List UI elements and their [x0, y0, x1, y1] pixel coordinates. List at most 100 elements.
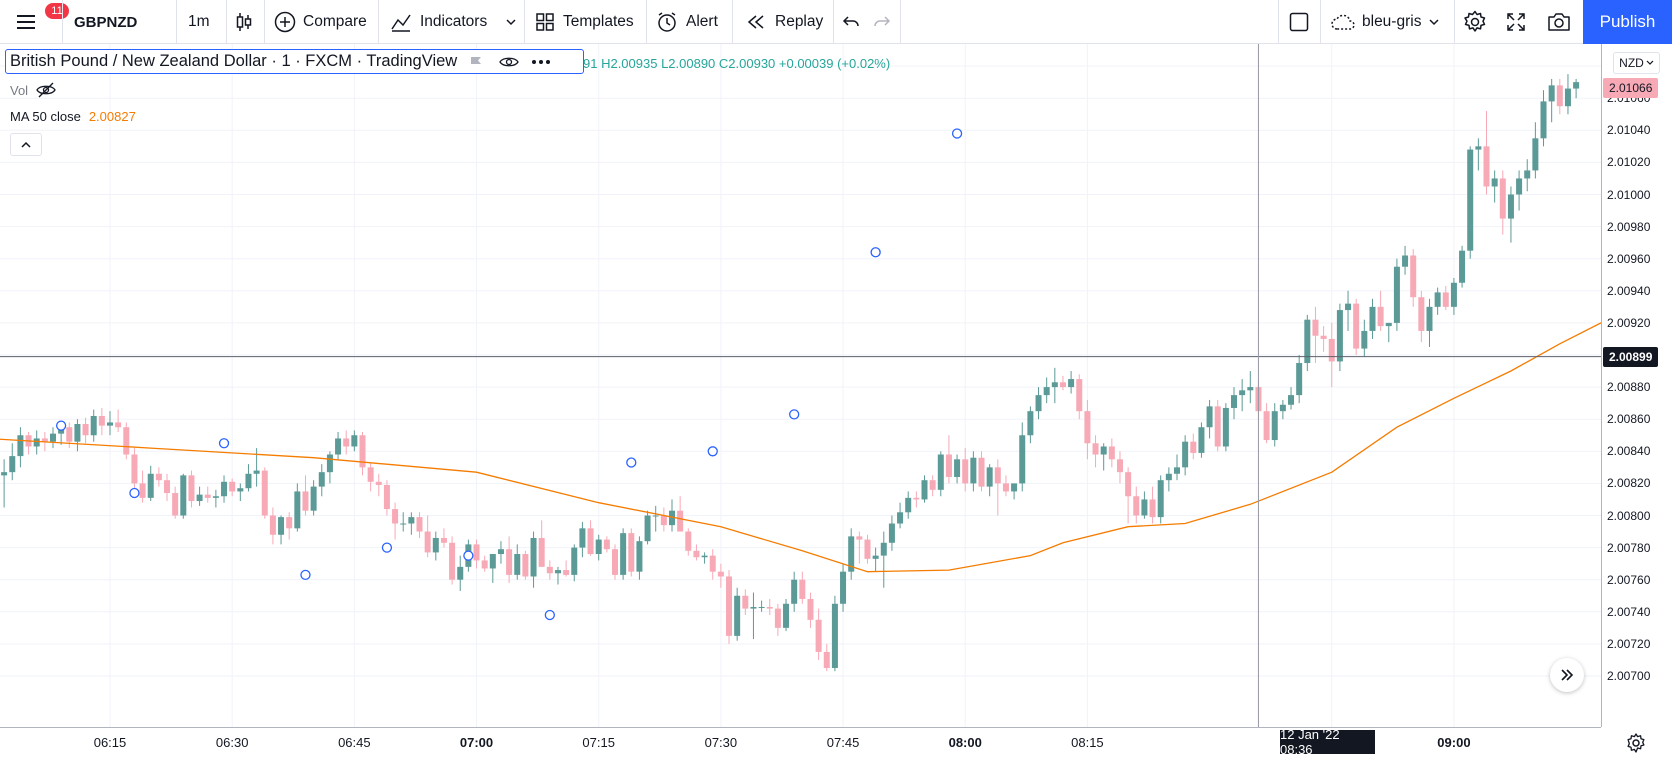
event-markers	[55, 128, 963, 621]
candle-down	[856, 536, 863, 540]
ma-legend[interactable]: MA 50 close 2.00827	[10, 109, 136, 124]
eye-hidden-icon[interactable]	[36, 82, 56, 98]
fullscreen-button[interactable]	[1505, 0, 1527, 44]
candle-up	[1157, 480, 1164, 518]
volume-legend: Vol	[10, 82, 56, 98]
price-tick-label: 2.00840	[1607, 444, 1651, 459]
alert-button[interactable]: Alert	[656, 0, 718, 44]
chevron-down-icon	[506, 19, 516, 26]
price-tick-label: 2.00760	[1607, 572, 1651, 587]
settings-button[interactable]	[1462, 0, 1488, 44]
cloud-icon	[1331, 14, 1355, 30]
undo-button[interactable]	[840, 0, 862, 44]
chevron-down-icon	[1646, 60, 1654, 65]
price-chart[interactable]	[0, 44, 1601, 727]
candle-up	[1296, 363, 1303, 396]
axis-settings-button[interactable]	[1625, 732, 1647, 759]
symbol-label: GBPNZD	[74, 13, 138, 31]
flag-icon[interactable]	[469, 55, 483, 69]
candle-up	[335, 438, 342, 455]
candle-down	[677, 510, 684, 532]
double-chevron-right-icon	[1561, 669, 1574, 681]
candle-up	[1369, 306, 1376, 331]
time-tick-label: 07:45	[826, 735, 860, 750]
candle-down	[424, 531, 431, 553]
divider	[1454, 0, 1455, 44]
candle-down	[1410, 255, 1417, 298]
candle-up	[1141, 499, 1148, 516]
eye-icon[interactable]	[499, 55, 519, 69]
candle-down	[1556, 85, 1563, 107]
candle-up	[147, 473, 154, 498]
ma50-line	[0, 322, 1601, 573]
indicators-button[interactable]: Indicators	[390, 0, 487, 44]
candle-up	[310, 486, 317, 511]
candle-up	[237, 488, 244, 492]
price-axis[interactable]	[1601, 44, 1672, 727]
candle-down	[473, 544, 480, 561]
candle-down	[945, 454, 952, 477]
candle-down	[82, 424, 89, 436]
candle-up	[888, 523, 895, 543]
candle-up	[1231, 395, 1238, 408]
candlestick-series	[1, 74, 1580, 672]
price-tick-label: 2.00740	[1607, 604, 1651, 619]
layout-menu-button[interactable]: bleu-gris	[1330, 0, 1441, 44]
chart-type-button[interactable]	[233, 0, 255, 44]
divider	[264, 0, 265, 44]
candle-up	[1540, 101, 1547, 139]
event-marker	[789, 409, 800, 420]
snapshot-button[interactable]	[1546, 0, 1572, 44]
candle-up	[1198, 427, 1205, 453]
alarm-clock-icon	[658, 12, 676, 32]
alert-label: Alert	[686, 13, 718, 30]
candle-down	[864, 539, 871, 559]
candle-down	[1442, 292, 1449, 307]
price-tick-label: 2.00800	[1607, 508, 1651, 523]
compare-button[interactable]: Compare	[274, 0, 367, 44]
scroll-to-realtime-button[interactable]	[1550, 658, 1584, 692]
candle-down	[449, 542, 456, 580]
candle-up	[1524, 170, 1531, 179]
select-layout-button[interactable]	[1288, 0, 1310, 44]
candle-up	[905, 497, 912, 513]
candle-down	[1263, 411, 1270, 441]
currency-button[interactable]: NZD	[1613, 52, 1660, 74]
candle-up	[278, 517, 285, 535]
symbol-search-button[interactable]: GBPNZD	[74, 0, 137, 44]
candle-up	[514, 554, 521, 575]
candle-up	[212, 496, 219, 498]
candle-up	[530, 537, 537, 577]
time-tick-label: 06:45	[338, 735, 371, 750]
candle-down	[1076, 379, 1083, 412]
candle-down	[481, 560, 488, 569]
divider	[1278, 0, 1279, 44]
indicators-dropdown[interactable]	[504, 0, 518, 44]
redo-button[interactable]	[871, 0, 893, 44]
candle-down	[726, 576, 733, 636]
candle-up	[848, 536, 855, 572]
replay-button[interactable]: Replay	[745, 0, 823, 44]
volume-label: Vol	[10, 82, 29, 98]
candle-up	[783, 603, 790, 628]
price-tick-label: 2.00820	[1607, 476, 1651, 491]
event-marker	[300, 569, 311, 581]
templates-button[interactable]: Templates	[535, 0, 634, 44]
time-tick-label: 07:15	[582, 735, 615, 750]
candle-up	[1288, 395, 1295, 405]
publish-button[interactable]: Publish	[1583, 0, 1672, 44]
collapse-legend-button[interactable]	[10, 133, 42, 156]
candle-down	[1312, 319, 1319, 336]
candle-up	[1467, 149, 1474, 251]
symbol-legend[interactable]: British Pound / New Zealand Dollar · 1 ·…	[5, 49, 584, 74]
interval-button[interactable]: 1m	[188, 0, 210, 44]
menu-button[interactable]: 11	[14, 0, 69, 44]
candle-up	[221, 481, 228, 497]
more-icon[interactable]	[531, 59, 551, 65]
indicators-icon	[391, 14, 411, 32]
candle-up	[1011, 483, 1018, 492]
crosshair-time-tag: 12 Jan '22 08:36	[1280, 727, 1375, 757]
candle-down	[506, 549, 513, 575]
candle-up	[970, 457, 977, 484]
time-tick-label: 07:30	[704, 735, 738, 750]
